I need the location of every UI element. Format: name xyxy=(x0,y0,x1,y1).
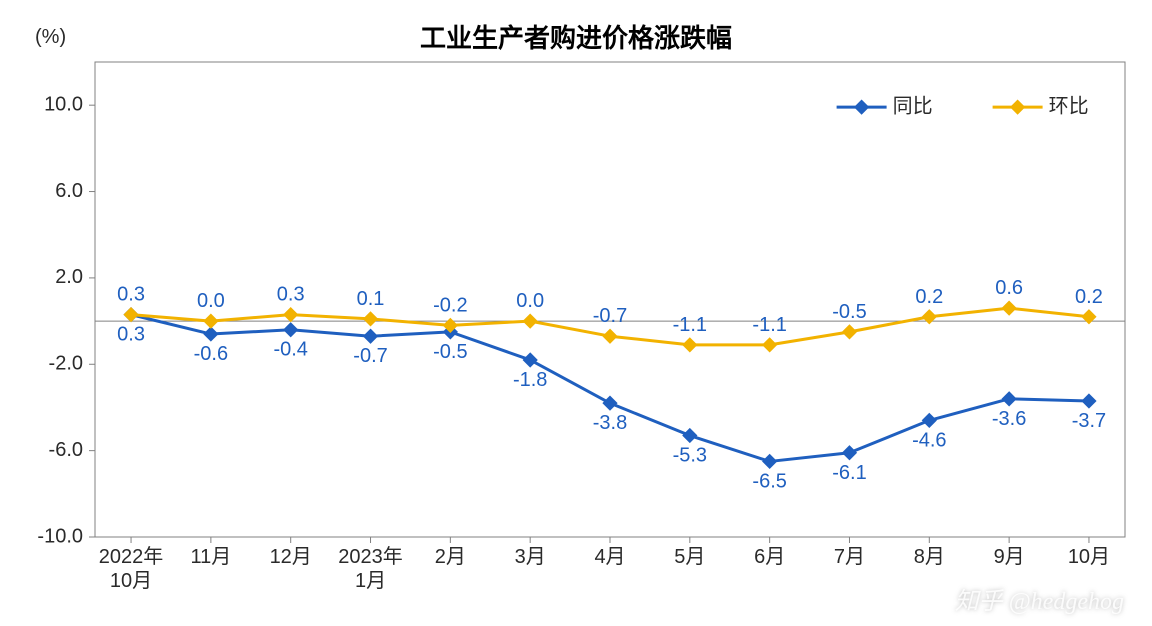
data-label: -3.6 xyxy=(992,408,1026,430)
legend-label: 同比 xyxy=(893,94,933,117)
svg-text:-10.0: -10.0 xyxy=(37,525,83,547)
svg-text:10月: 10月 xyxy=(110,570,152,592)
data-label: 0.1 xyxy=(357,288,385,310)
svg-text:10月: 10月 xyxy=(1068,546,1110,568)
svg-text:5月: 5月 xyxy=(674,546,705,568)
data-label: -0.7 xyxy=(593,305,627,327)
svg-text:11月: 11月 xyxy=(190,546,231,568)
data-label: -4.6 xyxy=(912,429,946,451)
data-label: -6.5 xyxy=(752,470,786,492)
svg-text:9月: 9月 xyxy=(994,546,1025,568)
svg-text:1月: 1月 xyxy=(355,570,386,592)
svg-text:8月: 8月 xyxy=(914,546,945,568)
data-label: -3.8 xyxy=(593,412,627,434)
data-label: -3.7 xyxy=(1072,410,1106,432)
data-label: -0.5 xyxy=(832,301,866,323)
svg-text:-2.0: -2.0 xyxy=(49,353,83,375)
data-label: 0.0 xyxy=(516,290,544,312)
svg-text:6月: 6月 xyxy=(754,546,785,568)
data-label: 0.2 xyxy=(915,286,943,308)
svg-text:2.0: 2.0 xyxy=(55,266,83,288)
data-label: 0.3 xyxy=(117,284,145,306)
svg-text:7月: 7月 xyxy=(834,546,865,568)
data-label: -6.1 xyxy=(832,462,866,484)
data-label: -1.8 xyxy=(513,369,547,391)
data-label: 0.0 xyxy=(197,290,225,312)
svg-text:2022年: 2022年 xyxy=(99,545,164,568)
svg-text:4月: 4月 xyxy=(594,546,625,568)
svg-text:10.0: 10.0 xyxy=(44,93,83,115)
data-label: -0.7 xyxy=(353,345,387,367)
chart-container: 工业生产者购进价格涨跌幅 (%) -10.0-6.0-2.02.06.010.0… xyxy=(0,0,1152,626)
data-label: -1.1 xyxy=(752,314,786,336)
data-label: 0.3 xyxy=(277,284,305,306)
svg-text:3月: 3月 xyxy=(515,546,546,568)
data-label: 0.3 xyxy=(117,324,145,346)
data-label: -0.2 xyxy=(433,294,467,316)
legend-label: 环比 xyxy=(1049,94,1089,117)
data-label: -1.1 xyxy=(673,314,707,336)
svg-text:12月: 12月 xyxy=(270,546,312,568)
data-label: -5.3 xyxy=(673,445,707,467)
data-label: -0.4 xyxy=(273,339,307,361)
svg-text:2月: 2月 xyxy=(435,546,466,568)
data-label: -0.6 xyxy=(194,343,228,365)
chart-plot: -10.0-6.0-2.02.06.010.02022年10月11月12月202… xyxy=(0,0,1152,626)
data-label: 0.6 xyxy=(995,277,1023,299)
svg-text:2023年: 2023年 xyxy=(338,545,403,568)
svg-text:6.0: 6.0 xyxy=(55,180,83,202)
data-label: 0.2 xyxy=(1075,286,1103,308)
data-label: -0.5 xyxy=(433,341,467,363)
svg-text:-6.0: -6.0 xyxy=(49,439,83,461)
